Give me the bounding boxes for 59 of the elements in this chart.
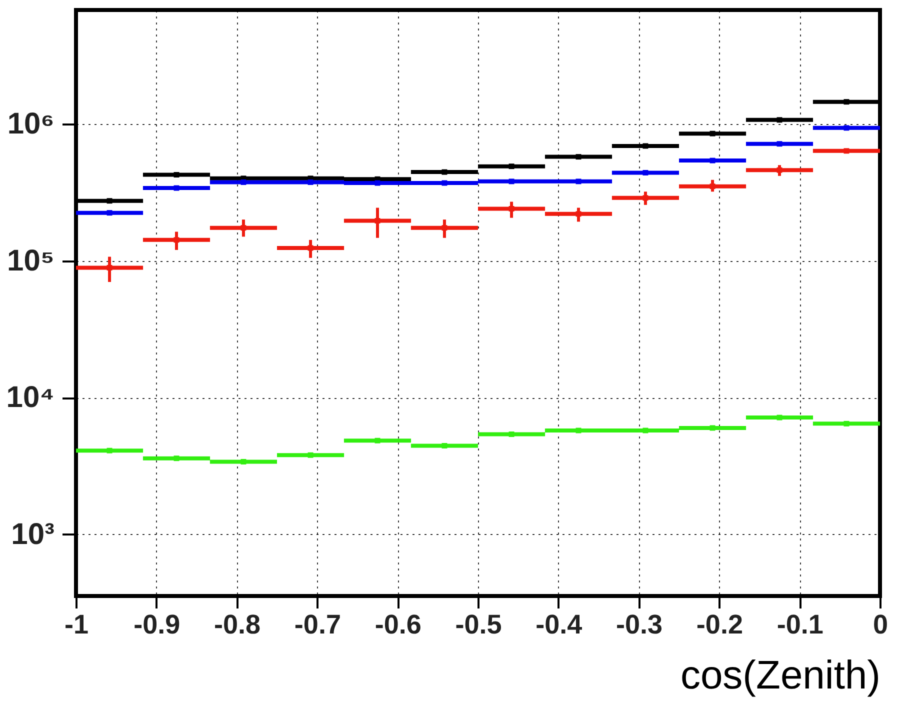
point bbox=[374, 438, 380, 444]
point bbox=[710, 425, 716, 431]
point bbox=[240, 225, 246, 231]
point bbox=[442, 180, 448, 186]
point bbox=[576, 154, 582, 160]
point bbox=[576, 211, 582, 217]
point bbox=[106, 264, 112, 270]
x-tick-label: -0.1 bbox=[776, 610, 824, 640]
point bbox=[174, 456, 180, 462]
point bbox=[844, 148, 850, 154]
point bbox=[442, 169, 448, 175]
point bbox=[776, 141, 782, 147]
x-tick-label: -0.9 bbox=[134, 610, 180, 640]
point bbox=[776, 414, 782, 420]
point bbox=[240, 179, 246, 185]
point bbox=[844, 420, 850, 426]
point bbox=[776, 117, 782, 123]
point bbox=[642, 428, 648, 434]
point bbox=[106, 198, 112, 204]
point bbox=[508, 206, 514, 212]
point bbox=[508, 178, 514, 184]
point bbox=[508, 431, 514, 437]
x-tick-label: -0.8 bbox=[214, 610, 261, 640]
x-tick-label: -1 bbox=[64, 610, 89, 640]
point bbox=[844, 99, 850, 105]
point bbox=[844, 125, 850, 131]
point bbox=[106, 448, 112, 454]
x-tick-label: -0.7 bbox=[294, 610, 341, 640]
y-tick-label: 10⁴ bbox=[6, 381, 54, 414]
point bbox=[174, 237, 180, 243]
point bbox=[508, 164, 514, 170]
point bbox=[642, 170, 648, 176]
x-tick-label: 0 bbox=[872, 610, 888, 640]
x-tick-label: -0.6 bbox=[374, 610, 422, 640]
x-tick-label: -0.2 bbox=[696, 610, 743, 640]
point bbox=[308, 179, 314, 185]
point bbox=[174, 172, 180, 178]
y-tick-label: 10³ bbox=[11, 518, 55, 551]
point bbox=[308, 452, 314, 458]
point bbox=[642, 143, 648, 149]
y-tick-label: 10⁶ bbox=[7, 107, 54, 140]
x-axis-title: cos(Zenith) bbox=[680, 654, 880, 698]
x-tick-label: -0.5 bbox=[455, 610, 502, 640]
point bbox=[776, 167, 782, 173]
point bbox=[106, 210, 112, 216]
point bbox=[442, 442, 448, 448]
point bbox=[240, 458, 246, 464]
point bbox=[308, 245, 314, 251]
point bbox=[442, 225, 448, 231]
point bbox=[174, 185, 180, 191]
point bbox=[710, 130, 716, 136]
point bbox=[710, 158, 716, 164]
point bbox=[710, 184, 716, 190]
x-tick-label: -0.4 bbox=[536, 610, 582, 640]
y-tick-label: 10⁵ bbox=[7, 244, 54, 278]
point bbox=[642, 195, 648, 201]
point bbox=[374, 218, 380, 224]
point bbox=[576, 178, 582, 184]
x-tick-label: -0.3 bbox=[616, 610, 663, 640]
